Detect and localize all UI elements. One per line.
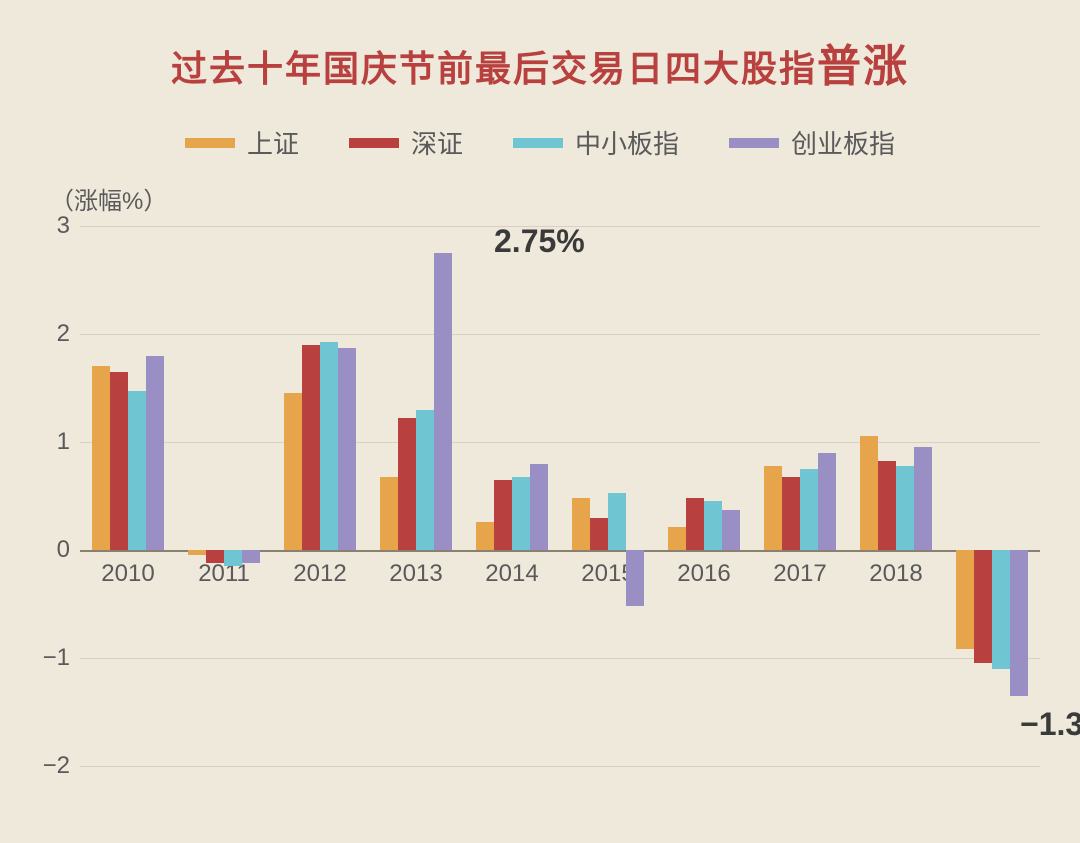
legend-swatch [185,138,235,148]
bar [476,522,494,550]
x-tick-label: 2016 [677,560,730,588]
bar [572,498,590,550]
legend-label: 上证 [247,124,299,161]
bar [434,253,452,550]
bar [800,469,818,550]
legend-item: 上证 [185,124,299,161]
bar [416,410,434,550]
chart-container: 过去十年国庆节前最后交易日四大股指普涨 上证 深证 中小板指 创业板指 （涨幅%） −… [0,0,1080,843]
bar [512,477,530,550]
bar [530,464,548,550]
legend-item: 中小板指 [513,124,679,161]
title-part-2: 普涨 [817,42,909,91]
bar [1010,550,1028,696]
bar [398,418,416,550]
x-tick-label: 2012 [293,560,346,588]
legend-item: 创业板指 [729,124,895,161]
bar [686,498,704,550]
bar [242,550,260,563]
bar [128,391,146,550]
legend-label: 深证 [411,124,463,161]
y-tick-label: 0 [30,536,70,564]
bar [860,436,878,550]
y-axis-label: （涨幅%） [50,181,1040,216]
x-tick-label: 2013 [389,560,442,588]
bar [818,453,836,550]
grid-line [80,658,1040,659]
annotation-label: 2.75% [494,223,585,260]
bar [608,493,626,550]
title-part-1: 过去十年国庆节前最后交易日四大股指 [171,48,817,89]
legend: 上证 深证 中小板指 创业板指 [40,124,1040,161]
bar [380,477,398,550]
y-tick-label: −1 [30,644,70,672]
legend-item: 深证 [349,124,463,161]
bar [626,550,644,606]
y-tick-label: 2 [30,320,70,348]
bar [956,550,974,649]
bar [188,550,206,555]
legend-swatch [729,138,779,148]
bar [704,501,722,550]
bar [338,348,356,550]
bar [590,518,608,550]
grid-line [80,442,1040,443]
bar [146,356,164,550]
bar [896,466,914,550]
bar [974,550,992,663]
bar [878,461,896,550]
bar [764,466,782,550]
x-tick-label: 2018 [869,560,922,588]
x-tick-label: 2010 [101,560,154,588]
bar [224,550,242,566]
annotation-label: −1.35% [1020,706,1080,743]
bar [302,345,320,550]
legend-swatch [513,138,563,148]
bar [668,527,686,550]
y-tick-label: −2 [30,752,70,780]
bar [782,477,800,550]
y-tick-label: 3 [30,212,70,240]
plot-area: −2−1012320102011201220132014201520162017… [80,226,1040,766]
x-tick-label: 2014 [485,560,538,588]
bar [320,342,338,550]
legend-label: 创业板指 [791,124,895,161]
bar [914,447,932,550]
grid-line [80,334,1040,335]
y-tick-label: 1 [30,428,70,456]
legend-label: 中小板指 [575,124,679,161]
grid-line [80,766,1040,767]
bar [110,372,128,550]
bar [992,550,1010,669]
bar [284,393,302,550]
legend-swatch [349,138,399,148]
bar [494,480,512,550]
bar [722,510,740,550]
bar [92,366,110,550]
x-tick-label: 2017 [773,560,826,588]
chart-title: 过去十年国庆节前最后交易日四大股指普涨 [40,30,1040,94]
bar [206,550,224,563]
